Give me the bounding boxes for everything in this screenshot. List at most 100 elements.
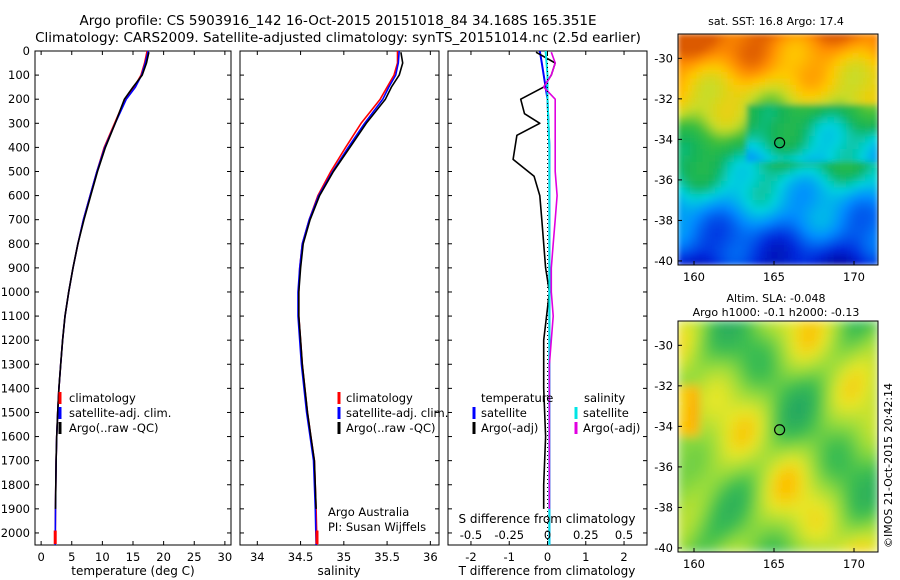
map-cell (841, 457, 850, 466)
map-cell (802, 213, 810, 221)
map-cell (821, 174, 829, 183)
map-cell (815, 97, 823, 106)
map-cell (708, 59, 717, 67)
map-cell (833, 226, 842, 234)
map-cell (791, 472, 800, 481)
map-cell (746, 116, 754, 125)
map-cell (820, 472, 829, 481)
map-cell (752, 52, 760, 61)
map-cell (841, 421, 850, 430)
map-cell (734, 392, 743, 401)
map-cell (702, 219, 710, 227)
map-cell (733, 52, 742, 61)
map-cell (690, 193, 698, 202)
map-cell (690, 168, 698, 176)
map-cell (765, 97, 773, 106)
map-cell (870, 450, 878, 459)
map-cell (763, 450, 772, 459)
legend-argo: Argo(..raw -QC) (346, 421, 436, 435)
map-cell (821, 238, 829, 247)
map-cell (856, 443, 865, 452)
map-cell (848, 385, 857, 394)
map-cell (802, 258, 810, 265)
map-cell (834, 522, 843, 531)
map-cell (827, 110, 835, 118)
map-cell (727, 174, 735, 183)
map-cell (746, 84, 754, 93)
map-cell (752, 213, 760, 221)
map-cell (808, 91, 817, 99)
map-cell (708, 110, 717, 118)
map-cell (813, 407, 822, 416)
map-cell (783, 78, 792, 86)
map-cell (713, 544, 722, 552)
map-cell (696, 46, 704, 54)
map-cell (834, 472, 843, 481)
map-cell (758, 123, 767, 131)
map-cell (678, 450, 686, 459)
map-cell (727, 436, 736, 445)
map-cell (783, 65, 792, 73)
map-cell (858, 238, 867, 247)
map-cell (791, 334, 800, 344)
map-cell (691, 385, 700, 394)
map-cell (820, 327, 829, 336)
map-cell (733, 65, 742, 73)
map-cell (796, 161, 804, 170)
map-cell (871, 251, 878, 260)
map-cell (696, 161, 704, 170)
map-cell (871, 97, 878, 106)
map-cell (796, 65, 804, 73)
map-cell (870, 371, 878, 380)
map-cell (870, 457, 878, 466)
map-cell (765, 174, 773, 183)
map-cell (690, 200, 698, 208)
map-cell (834, 327, 843, 336)
map-cell (871, 174, 878, 183)
map-cell (727, 104, 735, 112)
map-cell (790, 168, 798, 176)
map-cell (846, 213, 854, 221)
map-cell (727, 371, 736, 380)
salinity-axis-label: salinity (317, 564, 360, 578)
map-cell (721, 251, 729, 260)
map-cell (865, 136, 873, 144)
map-cell (720, 399, 729, 409)
map-cell (815, 84, 823, 93)
map-cell (771, 193, 779, 202)
map-cell (833, 200, 842, 208)
map-cell (690, 65, 698, 73)
legend-salinity-title: salinity (584, 391, 625, 405)
map-cell (748, 428, 757, 437)
map-cell (815, 110, 823, 118)
map-cell (748, 334, 757, 344)
map-cell (777, 65, 785, 73)
map-cell (715, 245, 723, 253)
map-cell (784, 522, 793, 531)
map-cell (756, 443, 765, 452)
map-cell (702, 193, 710, 202)
map-cell (678, 52, 685, 61)
map-cell (840, 116, 848, 125)
map-cell (708, 78, 717, 86)
map-cell (733, 226, 742, 234)
map-cell (770, 342, 779, 351)
map-cell (808, 110, 817, 118)
map-field-cells (678, 321, 878, 552)
map-cell (684, 356, 693, 365)
map-cell (871, 161, 878, 170)
map-cell (720, 349, 729, 358)
map-cell (858, 129, 867, 138)
map-cell (727, 479, 736, 488)
map-cell (798, 421, 807, 430)
map-cell (748, 515, 757, 524)
map-cell (827, 464, 836, 474)
map-cell (796, 91, 804, 99)
map-cell (777, 123, 785, 131)
map-cell (865, 52, 873, 61)
map-cell (770, 436, 779, 445)
map-cell (771, 168, 779, 176)
map-cell (852, 136, 860, 144)
map-cell (706, 356, 715, 365)
map-cell (834, 349, 843, 358)
